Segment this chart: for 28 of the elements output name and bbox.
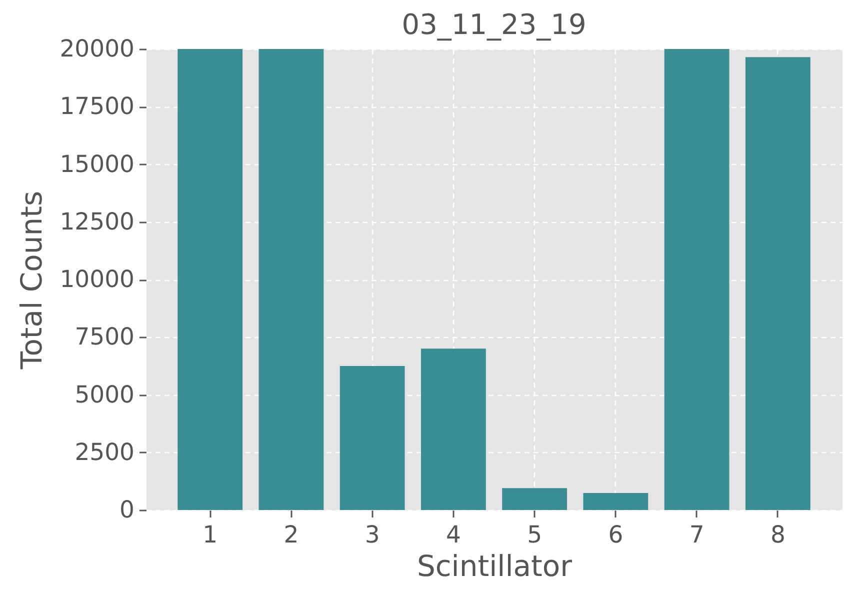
bar bbox=[583, 492, 648, 510]
y-tick-label: 2500 bbox=[74, 438, 134, 466]
x-tick-label: 5 bbox=[527, 520, 542, 548]
bar bbox=[178, 49, 243, 510]
x-tick-label: 7 bbox=[689, 520, 704, 548]
y-tick-label: 12500 bbox=[60, 207, 134, 236]
x-tick-label: 6 bbox=[608, 520, 624, 548]
x-tick-label: 3 bbox=[364, 520, 380, 548]
x-tick-label: 2 bbox=[284, 520, 299, 548]
x-tick-label: 1 bbox=[202, 520, 218, 548]
bar bbox=[664, 49, 730, 510]
y-axis-title: Total Counts bbox=[14, 190, 49, 370]
y-tick-label: 7500 bbox=[74, 322, 134, 351]
bar bbox=[745, 57, 810, 510]
bar bbox=[502, 488, 568, 510]
y-tick-label: 20000 bbox=[60, 34, 134, 62]
x-tick-label: 8 bbox=[770, 520, 786, 548]
y-tick-label: 5000 bbox=[74, 380, 134, 408]
y-tick-label: 10000 bbox=[60, 265, 134, 293]
x-axis-title: Scintillator bbox=[416, 549, 572, 583]
y-tick-label: 17500 bbox=[60, 92, 134, 120]
y-tick-label: 15000 bbox=[60, 150, 134, 178]
bar bbox=[258, 49, 324, 510]
x-tick-label: 4 bbox=[446, 520, 461, 548]
y-tick-label: 0 bbox=[120, 496, 134, 524]
chart-title: 03_11_23_19 bbox=[402, 8, 586, 41]
bar bbox=[420, 348, 486, 510]
bar bbox=[340, 366, 405, 510]
